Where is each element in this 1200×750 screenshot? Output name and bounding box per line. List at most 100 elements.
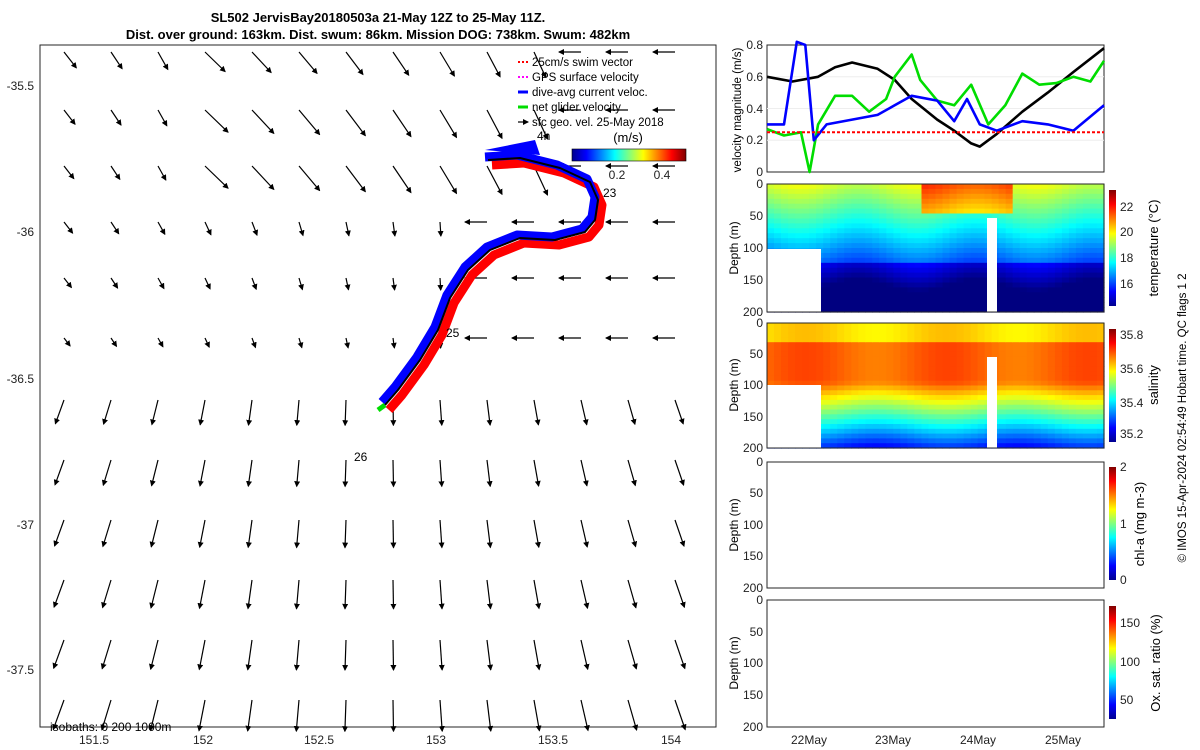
section-cell <box>1075 292 1084 298</box>
section-cell <box>872 443 880 449</box>
chla-axes-box <box>766 461 1105 589</box>
section-cell <box>830 433 838 439</box>
section-cell <box>893 342 901 348</box>
section-cell <box>998 272 1007 279</box>
section-cell <box>949 419 958 425</box>
section-cell <box>1047 267 1056 274</box>
section-cell <box>830 262 838 269</box>
ctick: 35.8 <box>1120 328 1144 342</box>
section-cell <box>956 292 965 298</box>
section-cell <box>963 332 972 338</box>
section-cell <box>1026 409 1035 415</box>
section-cell <box>963 272 972 279</box>
section-cell <box>1061 297 1070 303</box>
section-cell <box>1047 390 1056 396</box>
map-axes-box <box>39 44 717 728</box>
section-cell <box>1097 347 1105 353</box>
section-cell <box>998 395 1007 401</box>
section-cell <box>1012 390 1021 396</box>
section-cell <box>809 238 817 244</box>
section-cell <box>851 238 859 244</box>
section-cell <box>1040 252 1049 259</box>
section-cell <box>788 337 796 343</box>
section-cell <box>886 361 894 367</box>
section-cell <box>998 409 1007 415</box>
section-cell <box>1097 380 1105 387</box>
section-cell <box>1005 248 1014 254</box>
section-cell <box>1026 252 1035 259</box>
section-cell <box>837 385 845 391</box>
section-cell <box>1061 203 1070 210</box>
section-cell <box>1012 262 1021 269</box>
section-cell <box>816 366 824 372</box>
section-cell <box>942 332 951 338</box>
velocity-arrow <box>390 699 397 733</box>
section-cell <box>781 366 789 372</box>
section-cell <box>886 356 894 363</box>
section-cell <box>851 252 859 259</box>
section-cell <box>991 208 1000 215</box>
section-cell <box>928 395 937 401</box>
section-cell <box>767 228 775 234</box>
section-cell <box>1097 238 1105 244</box>
section-cell <box>949 267 958 274</box>
lon-tick: 151.5 <box>79 733 109 747</box>
section-cell <box>1075 342 1084 348</box>
salinity-clabel: salinity <box>1146 365 1161 405</box>
section-cell <box>1054 257 1063 264</box>
section-cell <box>823 233 831 239</box>
lat-tick: -35.5 <box>7 79 35 93</box>
section-cell <box>1054 297 1063 303</box>
section-cell <box>1033 297 1042 303</box>
section-cell <box>767 351 775 358</box>
section-cell <box>900 337 908 343</box>
section-cell <box>970 332 979 338</box>
section-cell <box>914 419 922 425</box>
section-cell <box>1061 243 1070 249</box>
section-cell <box>949 337 958 343</box>
section-cell <box>942 277 951 283</box>
section-cell <box>998 188 1007 195</box>
ctick: 18 <box>1120 251 1134 265</box>
section-cell <box>998 366 1007 372</box>
section-cell <box>998 443 1007 449</box>
section-cell <box>858 433 866 439</box>
section-cell <box>865 262 873 269</box>
section-cell <box>928 248 937 254</box>
section-cell <box>830 252 838 259</box>
section-cell <box>963 399 972 406</box>
section-cell <box>837 218 845 224</box>
section-cell <box>921 188 930 195</box>
section-cell <box>886 375 894 382</box>
section-cell <box>788 188 796 195</box>
section-cell <box>1054 404 1063 411</box>
section-cell <box>1068 323 1077 329</box>
section-cell <box>1082 233 1091 239</box>
section-cell <box>1054 347 1063 353</box>
section-cell <box>879 297 887 303</box>
section-cell <box>1075 347 1084 353</box>
section-cell <box>830 287 838 293</box>
section-cell <box>970 433 979 439</box>
time-tick: 23May <box>875 733 911 747</box>
section-cell <box>865 223 873 229</box>
section-cell <box>788 243 796 249</box>
section-cell <box>1047 252 1056 259</box>
section-cell <box>963 342 972 348</box>
section-cell <box>879 323 887 329</box>
section-cell <box>1005 198 1014 205</box>
section-cell <box>977 257 986 264</box>
section-cell <box>844 404 852 411</box>
section-cell <box>914 198 922 205</box>
section-cell <box>1075 208 1084 215</box>
ytick: 0 <box>756 165 763 179</box>
section-cell <box>795 233 803 239</box>
section-cell <box>879 238 887 244</box>
section-cell <box>1019 375 1028 382</box>
section-cell <box>1082 287 1091 293</box>
section-cell <box>1047 257 1056 264</box>
ytick: 0 <box>756 316 763 330</box>
section-cell <box>1026 277 1035 283</box>
velocity-arrow <box>627 699 639 731</box>
velocity-arrow <box>580 399 589 426</box>
